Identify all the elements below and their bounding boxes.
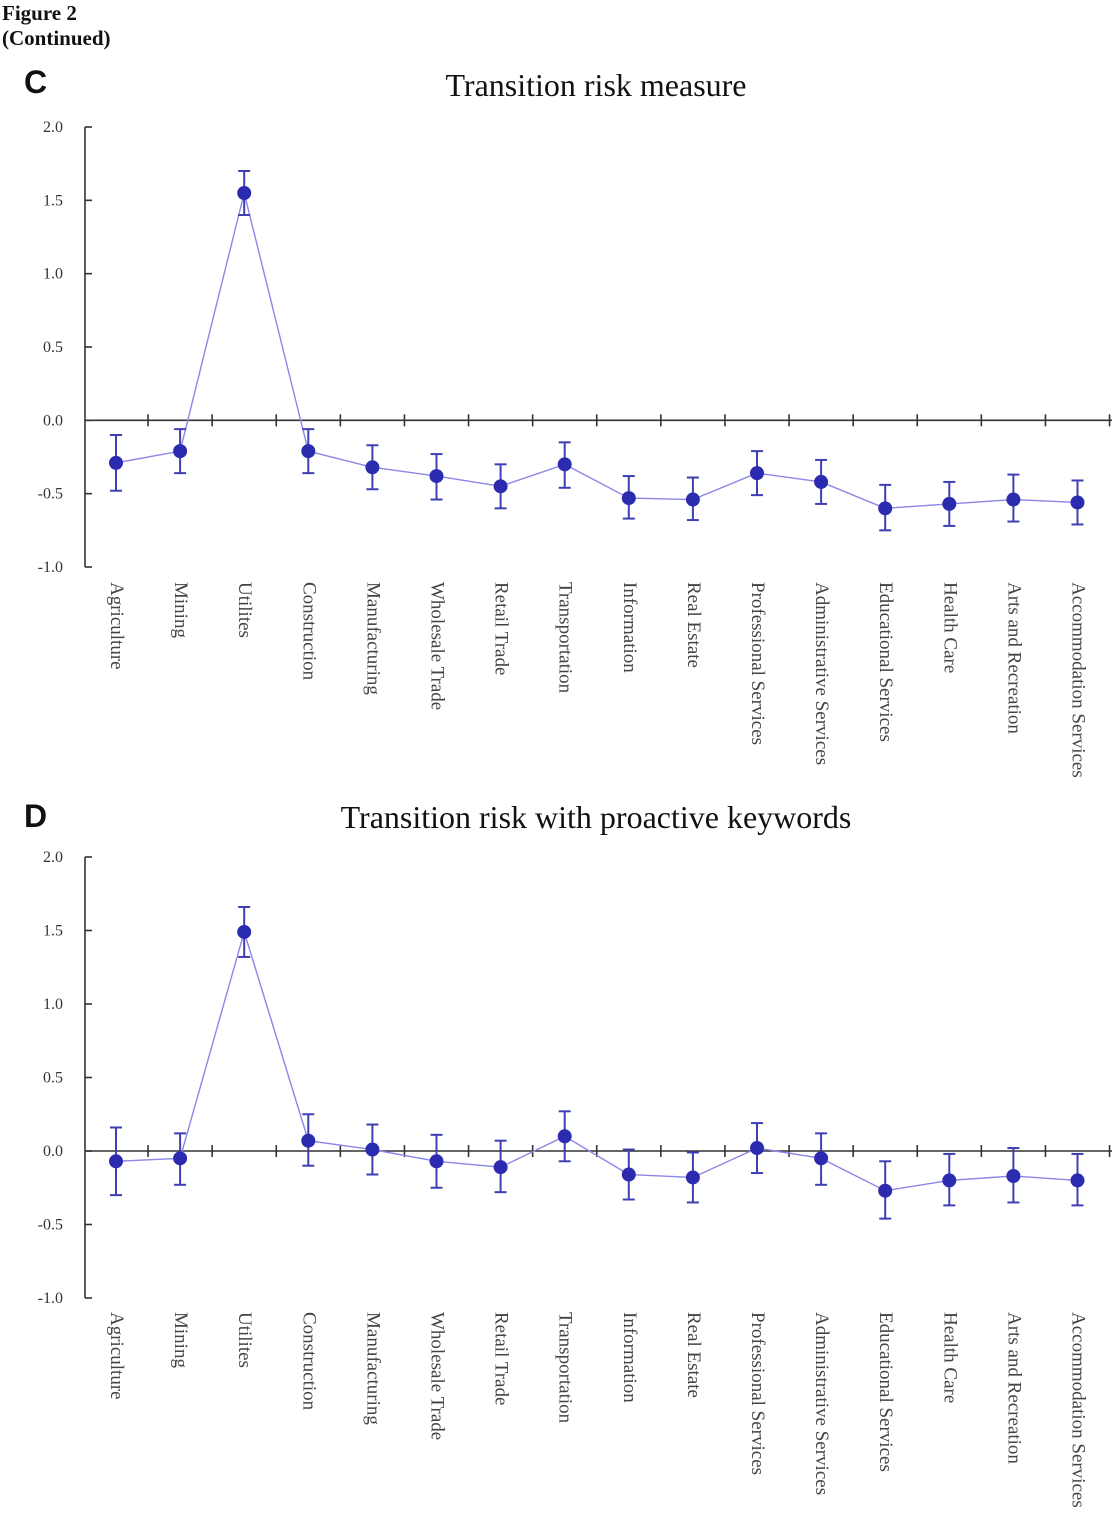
category-label: Professional Services [747, 1312, 768, 1475]
data-point [493, 1160, 508, 1175]
category-label: Wholesale Trade [427, 1312, 448, 1440]
category-label: Health Care [939, 1312, 960, 1403]
category-label: Administrative Services [811, 582, 832, 765]
data-point [685, 1170, 700, 1185]
category-label: Accommodation Services [1068, 582, 1089, 778]
data-point [1006, 492, 1021, 507]
category-label: Manufacturing [362, 1312, 383, 1425]
data-point [109, 1154, 123, 1169]
category-label: Educational Services [875, 1312, 896, 1472]
data-point [878, 1183, 893, 1198]
data-point [750, 1141, 764, 1156]
data-point [429, 1154, 444, 1169]
category-label: Manufacturing [362, 582, 383, 695]
category-label: Transportation [555, 582, 576, 694]
panel-letter: D [24, 798, 47, 834]
data-point [557, 1129, 572, 1144]
y-tick-label: 0.5 [43, 339, 63, 356]
category-label: Wholesale Trade [427, 582, 448, 710]
chart-title: Transition risk measure [445, 67, 746, 103]
data-point [365, 460, 380, 475]
y-tick-label: 0.0 [43, 412, 63, 429]
data-point [942, 1173, 957, 1188]
data-point [557, 457, 572, 472]
panel-letter: C [24, 64, 47, 100]
data-point [429, 469, 444, 484]
category-label: Construction [298, 1312, 319, 1411]
y-tick-label: 0.5 [43, 1070, 63, 1087]
series-line [115, 192, 1078, 510]
category-label: Mining [170, 1312, 191, 1368]
category-label: Retail Trade [491, 1312, 512, 1405]
category-label: Agriculture [106, 582, 127, 670]
data-point [365, 1142, 380, 1157]
data-point [1006, 1168, 1021, 1183]
data-point [621, 1167, 636, 1182]
data-point [301, 1133, 316, 1148]
series-line [115, 929, 1078, 1192]
figure-label: Figure 2 [2, 1, 77, 25]
y-tick-label: -1.0 [38, 559, 63, 576]
chart-panel-d: D Transition risk with proactive keywords… [24, 798, 1112, 1508]
category-label: Professional Services [747, 582, 768, 745]
data-point [237, 924, 252, 939]
y-tick-label: 2.0 [43, 119, 63, 136]
category-label: Health Care [939, 582, 960, 673]
y-tick-label: 1.5 [43, 923, 63, 940]
y-tick-label: 2.0 [43, 849, 63, 866]
category-label: Utilites [234, 582, 255, 638]
category-label: Real Estate [683, 582, 704, 668]
category-label: Arts and Recreation [1003, 582, 1024, 734]
category-label: Transportation [555, 1312, 576, 1424]
data-point [173, 1151, 188, 1166]
category-label: Accommodation Services [1068, 1312, 1089, 1508]
y-tick-label: 1.0 [43, 996, 63, 1013]
data-point [750, 466, 764, 481]
data-point [621, 491, 636, 506]
data-point [301, 444, 316, 459]
data-point [493, 479, 508, 494]
y-tick-label: 1.5 [43, 192, 63, 209]
data-point [814, 474, 829, 489]
category-label: Information [619, 1312, 640, 1403]
category-label: Information [619, 582, 640, 673]
category-label: Utilites [234, 1312, 255, 1368]
data-point [942, 496, 957, 511]
data-point [109, 455, 123, 470]
y-tick-label: -0.5 [38, 1217, 63, 1234]
data-point [173, 444, 188, 459]
category-label: Educational Services [875, 582, 896, 742]
y-tick-label: -1.0 [38, 1290, 63, 1307]
category-label: Retail Trade [491, 582, 512, 675]
y-tick-label: 0.0 [43, 1143, 63, 1160]
category-label: Mining [170, 582, 191, 638]
category-label: Construction [298, 582, 319, 681]
category-label: Real Estate [683, 1312, 704, 1398]
data-point [1070, 1173, 1085, 1188]
figure-sublabel: (Continued) [2, 26, 111, 50]
data-point [685, 492, 700, 507]
data-point [237, 186, 252, 200]
category-label: Administrative Services [811, 1312, 832, 1495]
chart-panel-c: C Transition risk measure 2.0 1.5 1.0 0.5 0.0 -… [24, 64, 1112, 778]
y-tick-label: 1.0 [43, 266, 63, 283]
data-point [814, 1151, 829, 1166]
y-tick-label: -0.5 [38, 486, 63, 503]
data-point [878, 501, 893, 516]
category-label: Agriculture [106, 1312, 127, 1400]
category-label: Arts and Recreation [1003, 1312, 1024, 1464]
data-point [1070, 495, 1085, 510]
chart-title: Transition risk with proactive keywords [341, 799, 852, 835]
